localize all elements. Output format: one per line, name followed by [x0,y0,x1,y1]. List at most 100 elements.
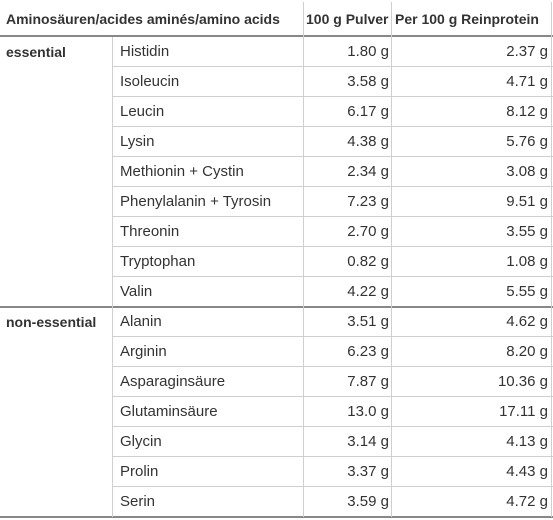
value-per-100g-reinprotein: 4.13 g [506,433,548,450]
row-divider [113,486,553,487]
table-row: Leucin 6.17 g 8.12 g [0,97,553,127]
row-divider [113,426,553,427]
table-row: Asparaginsäure 7.87 g 10.36 g [0,367,553,397]
amino-acid-name: Arginin [120,343,167,360]
value-per-100g-reinprotein: 5.76 g [506,133,548,150]
value-per-100g-pulver: 4.38 g [347,133,389,150]
value-per-100g-reinprotein: 8.20 g [506,343,548,360]
amino-acid-name: Glycin [120,433,162,450]
value-per-100g-pulver: 3.14 g [347,433,389,450]
column-divider [303,2,304,517]
amino-acid-name: Isoleucin [120,73,180,90]
row-divider [113,366,553,367]
row-divider [113,156,553,157]
value-per-100g-pulver: 3.59 g [347,493,389,510]
amino-acid-name: Serin [120,493,156,510]
header-100g-pulver: 100 g Pulver [306,11,389,27]
group-label [0,67,112,97]
table-header-row: Aminosäuren/acides aminés/amino acids 10… [0,2,553,32]
row-divider [113,126,553,127]
value-per-100g-pulver: 6.23 g [347,343,389,360]
value-per-100g-pulver: 6.17 g [347,103,389,120]
amino-acid-name: Asparaginsäure [120,373,226,390]
group-label [0,97,112,127]
group-label [0,337,112,367]
header-divider [0,35,553,37]
table-row: Arginin 6.23 g 8.20 g [0,337,553,367]
value-per-100g-reinprotein: 10.36 g [497,373,548,390]
table-row: essential Histidin 1.80 g 2.37 g [0,37,553,67]
value-per-100g-reinprotein: 4.62 g [506,313,548,330]
header-per-100g-reinprotein: Per 100 g Reinprotein [395,11,539,27]
value-per-100g-pulver: 3.58 g [347,73,389,90]
group-label [0,487,112,517]
value-per-100g-pulver: 7.23 g [347,193,389,210]
group-label [0,367,112,397]
value-per-100g-reinprotein: 3.55 g [506,223,548,240]
value-per-100g-reinprotein: 4.72 g [506,493,548,510]
value-per-100g-reinprotein: 17.11 g [499,403,548,420]
row-divider [113,96,553,97]
amino-acid-name: Alanin [120,313,162,330]
row-divider [113,456,553,457]
amino-acid-name: Valin [120,283,153,300]
table-row: Prolin 3.37 g 4.43 g [0,457,553,487]
group-label [0,127,112,157]
value-per-100g-pulver: 3.51 g [347,313,389,330]
value-per-100g-reinprotein: 2.37 g [506,43,548,60]
column-divider [391,2,392,517]
value-per-100g-pulver: 1.80 g [347,43,389,60]
table-bottom-border [0,516,553,518]
group-label: non-essential [6,314,97,330]
value-per-100g-pulver: 13.0 g [347,403,389,420]
group-label [0,247,112,277]
group-label [0,217,112,247]
row-divider [113,396,553,397]
group-label [0,427,112,457]
amino-acid-name: Prolin [120,463,159,480]
table-row: Lysin 4.38 g 5.76 g [0,127,553,157]
row-divider [113,336,553,337]
value-per-100g-reinprotein: 3.08 g [506,163,548,180]
group-label: essential [6,44,66,60]
value-per-100g-pulver: 0.82 g [347,253,389,270]
row-divider [113,216,553,217]
group-label [0,157,112,187]
amino-acid-name: Threonin [120,223,180,240]
group-label [0,277,112,307]
column-divider [112,37,113,517]
amino-acid-name: Leucin [120,103,165,120]
column-divider [551,2,552,517]
table-row: Tryptophan 0.82 g 1.08 g [0,247,553,277]
table-row: Threonin 2.70 g 3.55 g [0,217,553,247]
value-per-100g-reinprotein: 1.08 g [506,253,548,270]
value-per-100g-pulver: 7.87 g [347,373,389,390]
row-divider [113,246,553,247]
value-per-100g-reinprotein: 9.51 g [506,193,548,210]
header-amino-acids: Aminosäuren/acides aminés/amino acids [6,11,280,27]
table-row: Valin 4.22 g 5.55 g [0,277,553,307]
group-divider [0,306,553,308]
value-per-100g-reinprotein: 8.12 g [506,103,548,120]
amino-acid-name: Tryptophan [120,253,196,270]
table-row: Glycin 3.14 g 4.13 g [0,427,553,457]
table-row: non-essential Alanin 3.51 g 4.62 g [0,307,553,337]
table-row: Glutaminsäure 13.0 g 17.11 g [0,397,553,427]
group-label [0,187,112,217]
table-row: Methionin + Cystin 2.34 g 3.08 g [0,157,553,187]
amino-acid-name: Methionin + Cystin [120,163,244,180]
value-per-100g-pulver: 4.22 g [347,283,389,300]
row-divider [113,186,553,187]
value-per-100g-pulver: 2.70 g [347,223,389,240]
table-row: Isoleucin 3.58 g 4.71 g [0,67,553,97]
value-per-100g-reinprotein: 4.43 g [506,463,548,480]
table-row: Serin 3.59 g 4.72 g [0,487,553,517]
row-divider [113,276,553,277]
value-per-100g-reinprotein: 5.55 g [506,283,548,300]
amino-acid-name: Glutaminsäure [120,403,218,420]
value-per-100g-reinprotein: 4.71 g [506,73,548,90]
amino-acid-name: Lysin [120,133,155,150]
group-label [0,457,112,487]
table-row: Phenylalanin + Tyrosin 7.23 g 9.51 g [0,187,553,217]
